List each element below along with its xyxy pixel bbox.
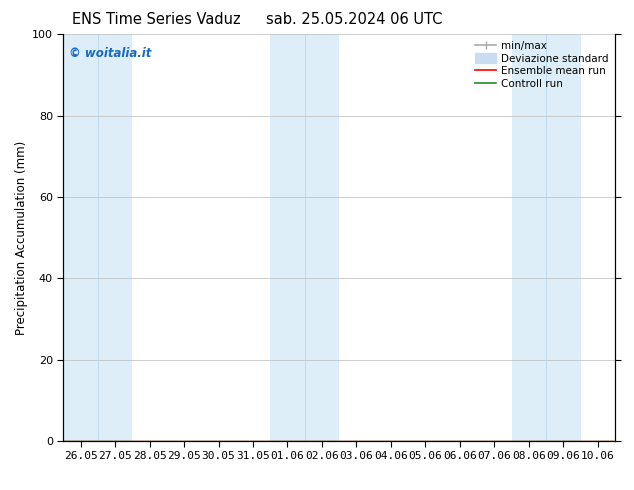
Bar (512, 34, 581, 441)
Text: ENS Time Series Vaduz: ENS Time Series Vaduz (72, 12, 241, 27)
Legend: min/max, Deviazione standard, Ensemble mean run, Controll run: min/max, Deviazione standard, Ensemble m… (471, 36, 613, 94)
Y-axis label: Precipitation Accumulation (mm): Precipitation Accumulation (mm) (15, 141, 28, 335)
Text: © woitalia.it: © woitalia.it (69, 47, 152, 59)
Bar (270, 34, 339, 441)
Text: sab. 25.05.2024 06 UTC: sab. 25.05.2024 06 UTC (266, 12, 443, 27)
Bar (63, 34, 133, 441)
